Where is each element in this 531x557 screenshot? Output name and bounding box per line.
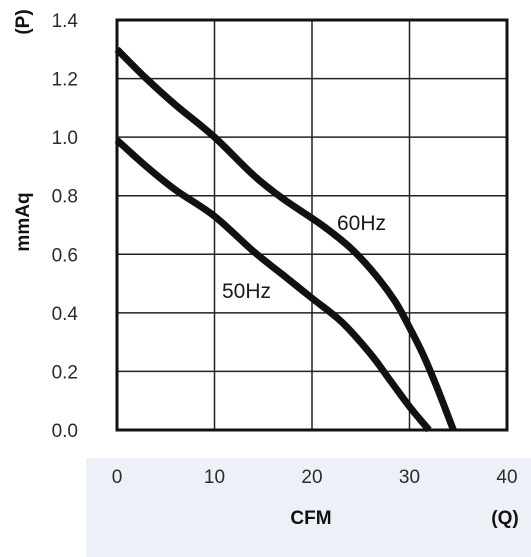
series-line-60hz bbox=[114, 46, 457, 432]
series-line-50hz bbox=[114, 137, 432, 433]
y-axis-symbol: (P) bbox=[13, 9, 34, 34]
y-tick-labels: 0.0 0.2 0.4 0.6 0.8 1.0 1.2 1.4 bbox=[52, 11, 79, 442]
y-tick-label: 0.0 bbox=[52, 421, 78, 442]
x-tick-labels: 0 10 20 30 40 bbox=[112, 467, 518, 488]
x-axis-band bbox=[86, 458, 531, 557]
y-tick-label: 1.4 bbox=[52, 11, 79, 32]
y-axis-label: mmAq bbox=[13, 192, 34, 251]
y-tick-label: 0.6 bbox=[52, 245, 78, 266]
y-tick-label: 0.8 bbox=[52, 187, 78, 208]
grid-lines bbox=[117, 20, 507, 430]
y-tick-label: 1.2 bbox=[52, 70, 78, 91]
plot-frame bbox=[115, 18, 509, 432]
curves bbox=[114, 46, 457, 433]
y-tick-label: 1.0 bbox=[52, 128, 78, 149]
x-tick-label: 30 bbox=[399, 467, 420, 488]
x-tick-label: 10 bbox=[204, 467, 225, 488]
y-tick-label: 0.2 bbox=[52, 362, 78, 383]
series-label-60hz: 60Hz bbox=[337, 212, 386, 235]
x-tick-label: 20 bbox=[301, 467, 322, 488]
series-label-50hz: 50Hz bbox=[222, 280, 271, 303]
x-tick-label: 40 bbox=[496, 467, 517, 488]
x-tick-label: 0 bbox=[112, 467, 123, 488]
x-axis-label: CFM bbox=[290, 508, 331, 529]
x-axis-symbol: (Q) bbox=[491, 508, 518, 529]
y-tick-label: 0.4 bbox=[52, 304, 79, 325]
